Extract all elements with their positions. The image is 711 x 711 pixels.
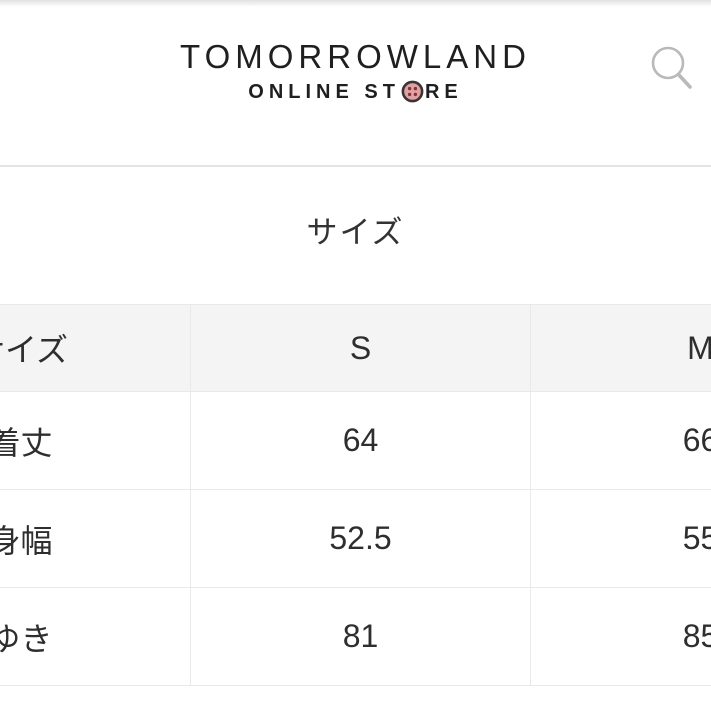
logo-subtitle-pre: ONLINE ST xyxy=(248,80,400,103)
header-divider xyxy=(0,165,711,167)
search-button[interactable] xyxy=(646,44,696,96)
table-row-width: 身幅 52.5 55 xyxy=(0,489,711,588)
cell-value: 81 xyxy=(190,587,531,686)
store-logo[interactable]: TOMORROWLAND ONLINE ST RE xyxy=(0,40,711,103)
clothing-button-icon xyxy=(401,80,424,103)
logo-subtitle-post: RE xyxy=(424,80,463,103)
column-header-s: S xyxy=(190,304,531,392)
cell-value: 66 xyxy=(530,391,711,490)
cell-value: 55 xyxy=(530,489,711,588)
column-header-size: サイズ xyxy=(0,304,191,392)
size-table-header-row: サイズ S M xyxy=(0,304,711,392)
size-section-title: サイズ xyxy=(306,215,405,250)
size-table: サイズ S M 着丈 64 66 身幅 52.5 55 ゆき 81 85 xyxy=(0,304,711,686)
cell-value: 52.5 xyxy=(190,489,531,588)
table-row-sleeve: ゆき 81 85 xyxy=(0,587,711,686)
row-label: 着丈 xyxy=(0,391,191,490)
logo-title: TOMORROWLAND xyxy=(180,38,531,75)
row-label: 身幅 xyxy=(0,489,191,588)
row-label: ゆき xyxy=(0,587,191,686)
logo-subtitle: ONLINE ST RE xyxy=(0,80,711,103)
size-table-scroll-region[interactable]: サイズ S M 着丈 64 66 身幅 52.5 55 ゆき 81 85 xyxy=(0,304,711,694)
column-header-m: M xyxy=(530,304,711,392)
status-bar-shadow xyxy=(0,0,711,7)
cell-value: 64 xyxy=(190,391,531,490)
table-row-length: 着丈 64 66 xyxy=(0,391,711,490)
search-icon xyxy=(646,46,696,99)
cell-value: 85 xyxy=(530,587,711,686)
